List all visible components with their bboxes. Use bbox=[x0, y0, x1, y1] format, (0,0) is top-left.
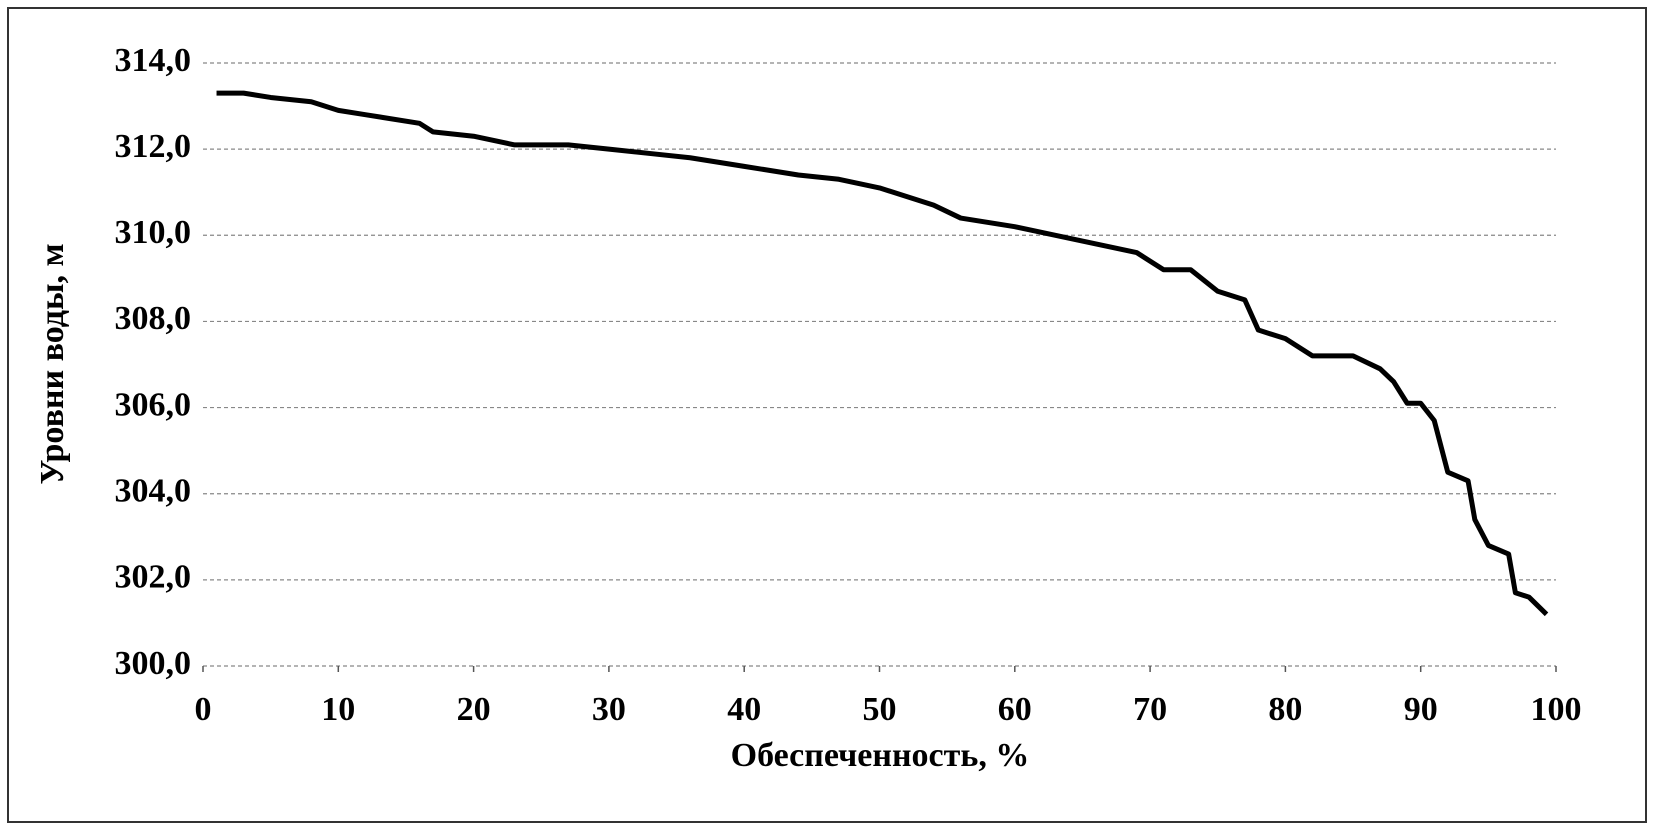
y-tick-label: 300,0 bbox=[115, 645, 192, 682]
x-tick-label: 90 bbox=[1404, 691, 1438, 728]
x-tick-label: 50 bbox=[863, 691, 897, 728]
x-tick-label: 100 bbox=[1531, 691, 1582, 728]
x-tick-label: 80 bbox=[1268, 691, 1302, 728]
y-tick-label: 310,0 bbox=[115, 214, 192, 251]
y-tick-label: 312,0 bbox=[115, 128, 192, 165]
x-tick-label: 20 bbox=[457, 691, 491, 728]
x-tick-label: 60 bbox=[998, 691, 1032, 728]
x-tick-label: 70 bbox=[1133, 691, 1167, 728]
x-tick-label: 0 bbox=[195, 691, 212, 728]
y-tick-label: 308,0 bbox=[115, 300, 192, 337]
y-tick-label: 304,0 bbox=[115, 473, 192, 510]
data-line bbox=[216, 90, 1549, 617]
y-tick-label: 314,0 bbox=[115, 42, 192, 79]
x-tick-label: 40 bbox=[727, 691, 761, 728]
x-tick-label: 10 bbox=[321, 691, 355, 728]
y-tick-label: 302,0 bbox=[115, 559, 192, 596]
x-tick-label: 30 bbox=[592, 691, 626, 728]
y-axis-title: Уровни воды, м bbox=[34, 243, 71, 484]
chart-border bbox=[7, 7, 1647, 823]
y-tick-label: 306,0 bbox=[115, 386, 192, 423]
x-axis-title: Обеспеченность, % bbox=[731, 737, 1030, 774]
